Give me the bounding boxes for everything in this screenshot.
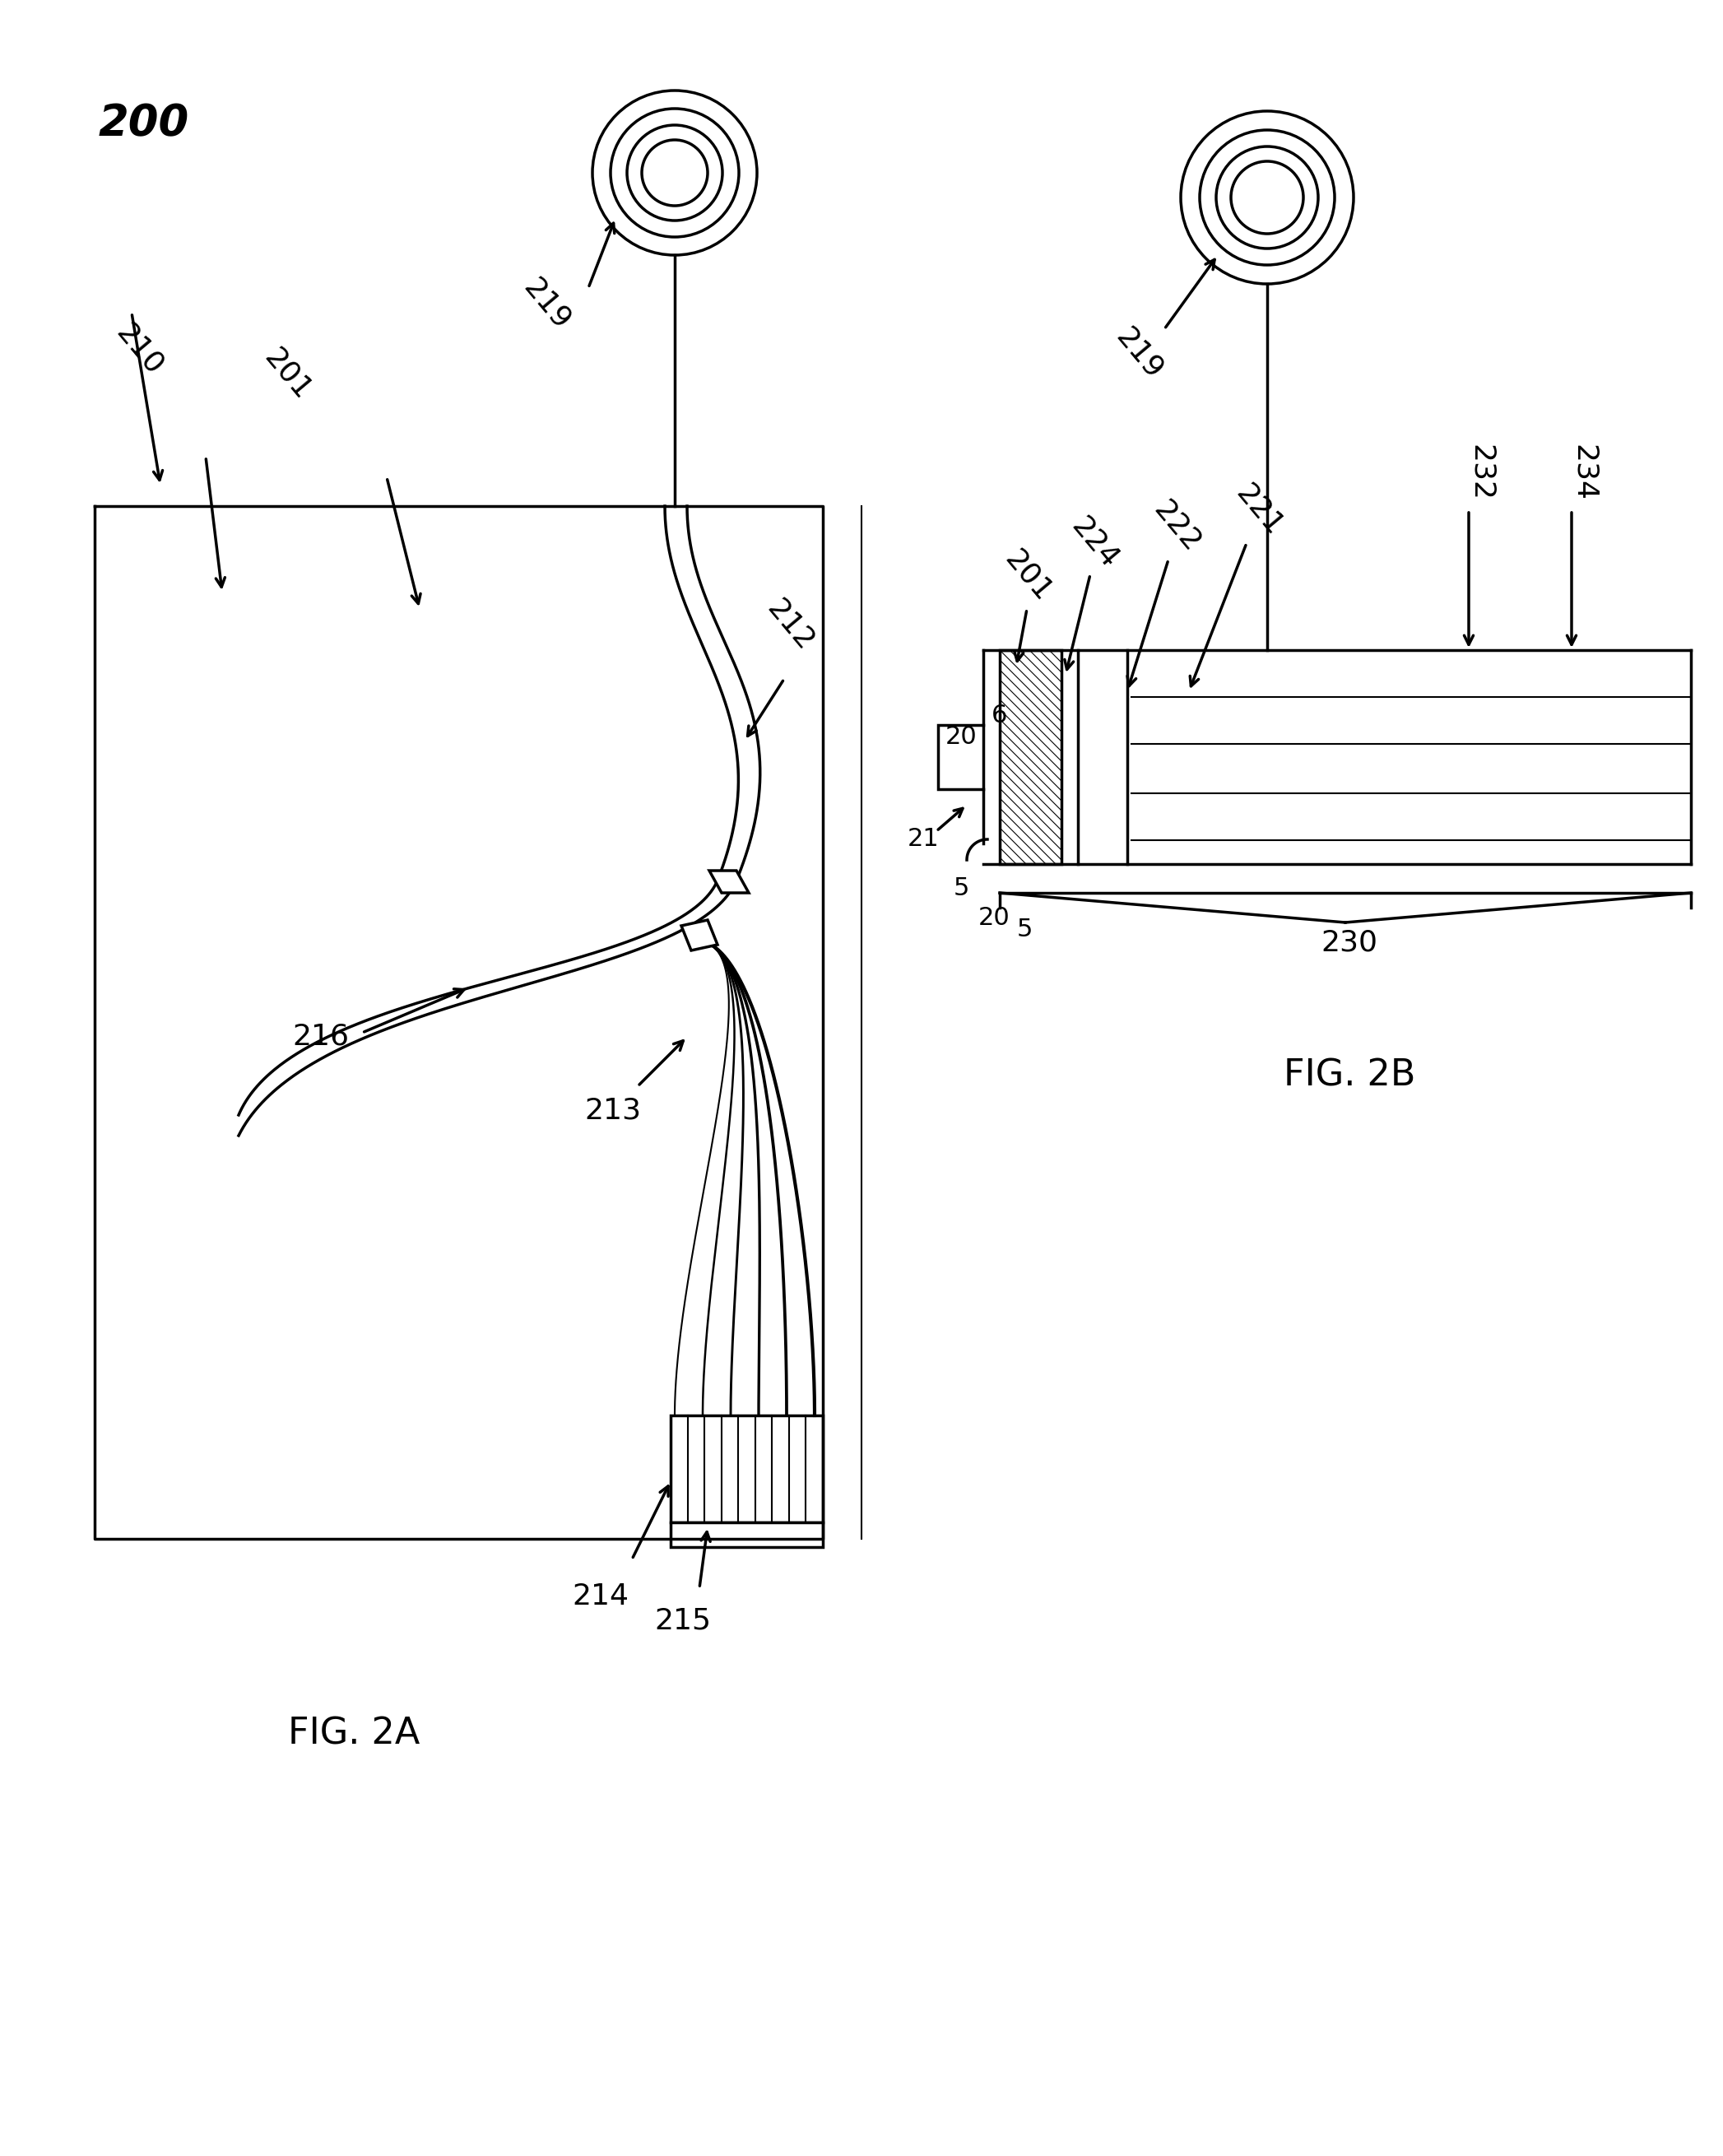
Text: 5: 5 bbox=[1017, 918, 1032, 942]
Text: 5: 5 bbox=[953, 877, 968, 901]
Text: 21: 21 bbox=[908, 828, 939, 852]
Polygon shape bbox=[681, 921, 717, 951]
Text: 200: 200 bbox=[98, 101, 190, 144]
Bar bbox=[999, 651, 1061, 865]
Text: FIG. 2B: FIG. 2B bbox=[1284, 1059, 1415, 1093]
Text: 222: 222 bbox=[1148, 496, 1206, 558]
Text: 219: 219 bbox=[1111, 323, 1168, 384]
Text: 20: 20 bbox=[946, 724, 977, 748]
Text: 210: 210 bbox=[110, 319, 169, 379]
Bar bbox=[670, 1522, 824, 1548]
Text: 212: 212 bbox=[762, 595, 818, 655]
Text: 6: 6 bbox=[992, 705, 1008, 729]
Text: 213: 213 bbox=[584, 1097, 641, 1125]
Polygon shape bbox=[710, 871, 750, 893]
Text: 234: 234 bbox=[1570, 444, 1597, 502]
Text: 224: 224 bbox=[1065, 513, 1123, 573]
Text: 216: 216 bbox=[293, 1022, 350, 1050]
Text: 230: 230 bbox=[1322, 929, 1378, 957]
Text: 215: 215 bbox=[655, 1606, 712, 1634]
Bar bbox=[937, 724, 984, 789]
Text: 20: 20 bbox=[979, 906, 1010, 929]
Bar bbox=[670, 1414, 824, 1522]
Text: 232: 232 bbox=[1466, 444, 1496, 502]
Text: 221: 221 bbox=[1230, 479, 1287, 541]
Text: FIG. 2A: FIG. 2A bbox=[288, 1716, 420, 1753]
Text: 214: 214 bbox=[572, 1583, 629, 1611]
Text: 201: 201 bbox=[258, 343, 317, 405]
Text: 219: 219 bbox=[519, 274, 575, 334]
Text: 201: 201 bbox=[999, 545, 1058, 606]
